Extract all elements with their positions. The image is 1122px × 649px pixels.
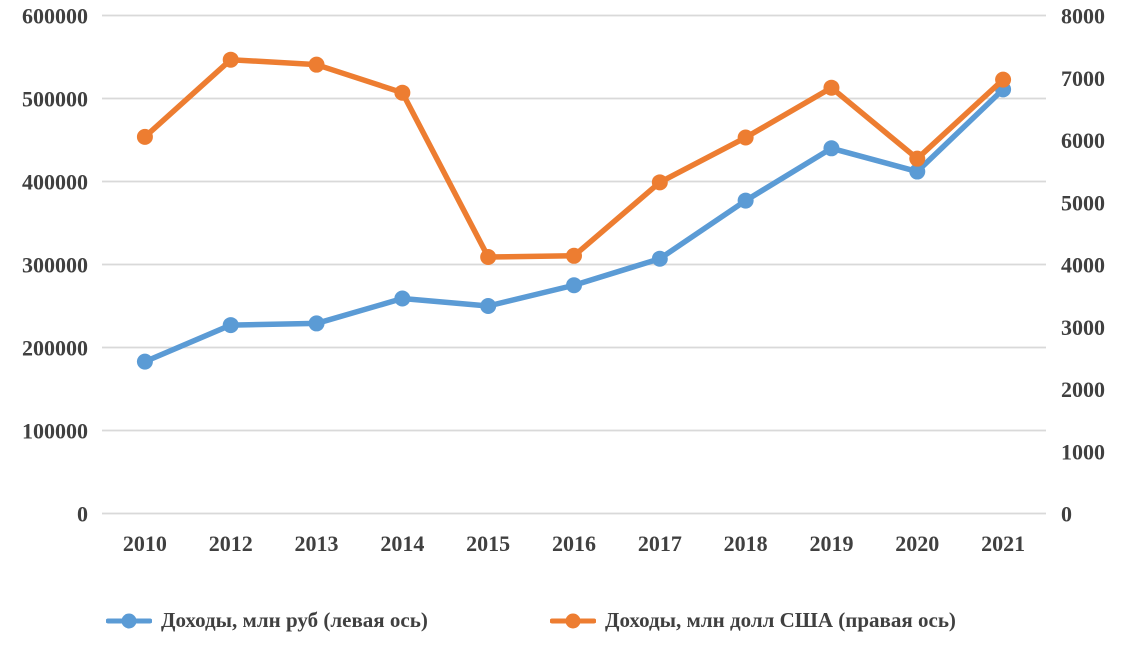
right-axis-tick-label: 1000: [1061, 439, 1105, 464]
legend-label-usd: Доходы, млн долл США (правая ось): [605, 608, 956, 632]
series-line-0: [142, 86, 1006, 365]
legend-marker-line-dot-icon: [105, 612, 153, 630]
x-axis-tick-label: 2018: [724, 531, 768, 556]
left-axis-tick-label: 600000: [22, 4, 88, 29]
right-axis-tick-label: 3000: [1061, 315, 1105, 340]
data-point: [651, 250, 668, 267]
x-axis-tick-label: 2017: [638, 531, 682, 556]
data-point: [995, 71, 1012, 88]
x-axis-tick-label: 2015: [466, 531, 510, 556]
x-axis-tick-label: 2021: [981, 531, 1025, 556]
right-axis-tick-label: 8000: [1061, 4, 1105, 29]
data-point: [651, 174, 668, 191]
data-point: [909, 163, 926, 180]
data-point: [823, 79, 840, 96]
right-axis-tick-label: 0: [1061, 502, 1072, 527]
data-point: [480, 249, 497, 266]
data-point: [909, 150, 926, 167]
data-point: [737, 192, 754, 209]
x-axis-tick-label: 2014: [380, 531, 424, 556]
data-point: [394, 84, 411, 101]
legend-item-rub: Доходы, млн руб (левая ось): [105, 608, 428, 633]
legend-marker-line-dot-icon: [549, 612, 597, 630]
right-axis-tick-label: 6000: [1061, 128, 1105, 153]
x-axis-tick-label: 2020: [895, 531, 939, 556]
data-point: [394, 290, 411, 307]
left-axis-tick-label: 100000: [22, 419, 88, 444]
data-point: [566, 277, 582, 294]
data-point: [222, 51, 239, 68]
x-axis-tick-label: 2010: [123, 531, 167, 556]
left-axis-tick-label: 400000: [22, 170, 88, 195]
data-point: [222, 317, 239, 334]
left-axis-tick-label: 200000: [22, 336, 88, 361]
x-axis-tick-label: 2019: [809, 531, 853, 556]
legend-item-usd: Доходы, млн долл США (правая ось): [549, 608, 956, 633]
x-axis-tick-label: 2013: [295, 531, 339, 556]
right-axis-tick-label: 4000: [1061, 253, 1105, 278]
legend-label-rub: Доходы, млн руб (левая ось): [161, 608, 428, 632]
data-point: [823, 140, 840, 157]
data-point: [308, 315, 325, 332]
left-axis-tick-label: 500000: [22, 87, 88, 112]
right-axis-tick-label: 5000: [1061, 190, 1105, 215]
right-axis-tick-label: 7000: [1061, 66, 1105, 91]
right-axis-tick-label: 2000: [1061, 377, 1105, 402]
data-point: [737, 129, 754, 146]
data-point: [136, 353, 153, 370]
x-axis-tick-label: 2016: [552, 531, 596, 556]
x-axis-tick-label: 2012: [209, 531, 253, 556]
data-point: [566, 247, 582, 264]
data-point: [136, 128, 153, 145]
left-axis-tick-label: 0: [77, 502, 88, 527]
data-point: [308, 56, 325, 73]
data-point: [480, 298, 497, 314]
left-axis-tick-label: 300000: [22, 253, 88, 278]
